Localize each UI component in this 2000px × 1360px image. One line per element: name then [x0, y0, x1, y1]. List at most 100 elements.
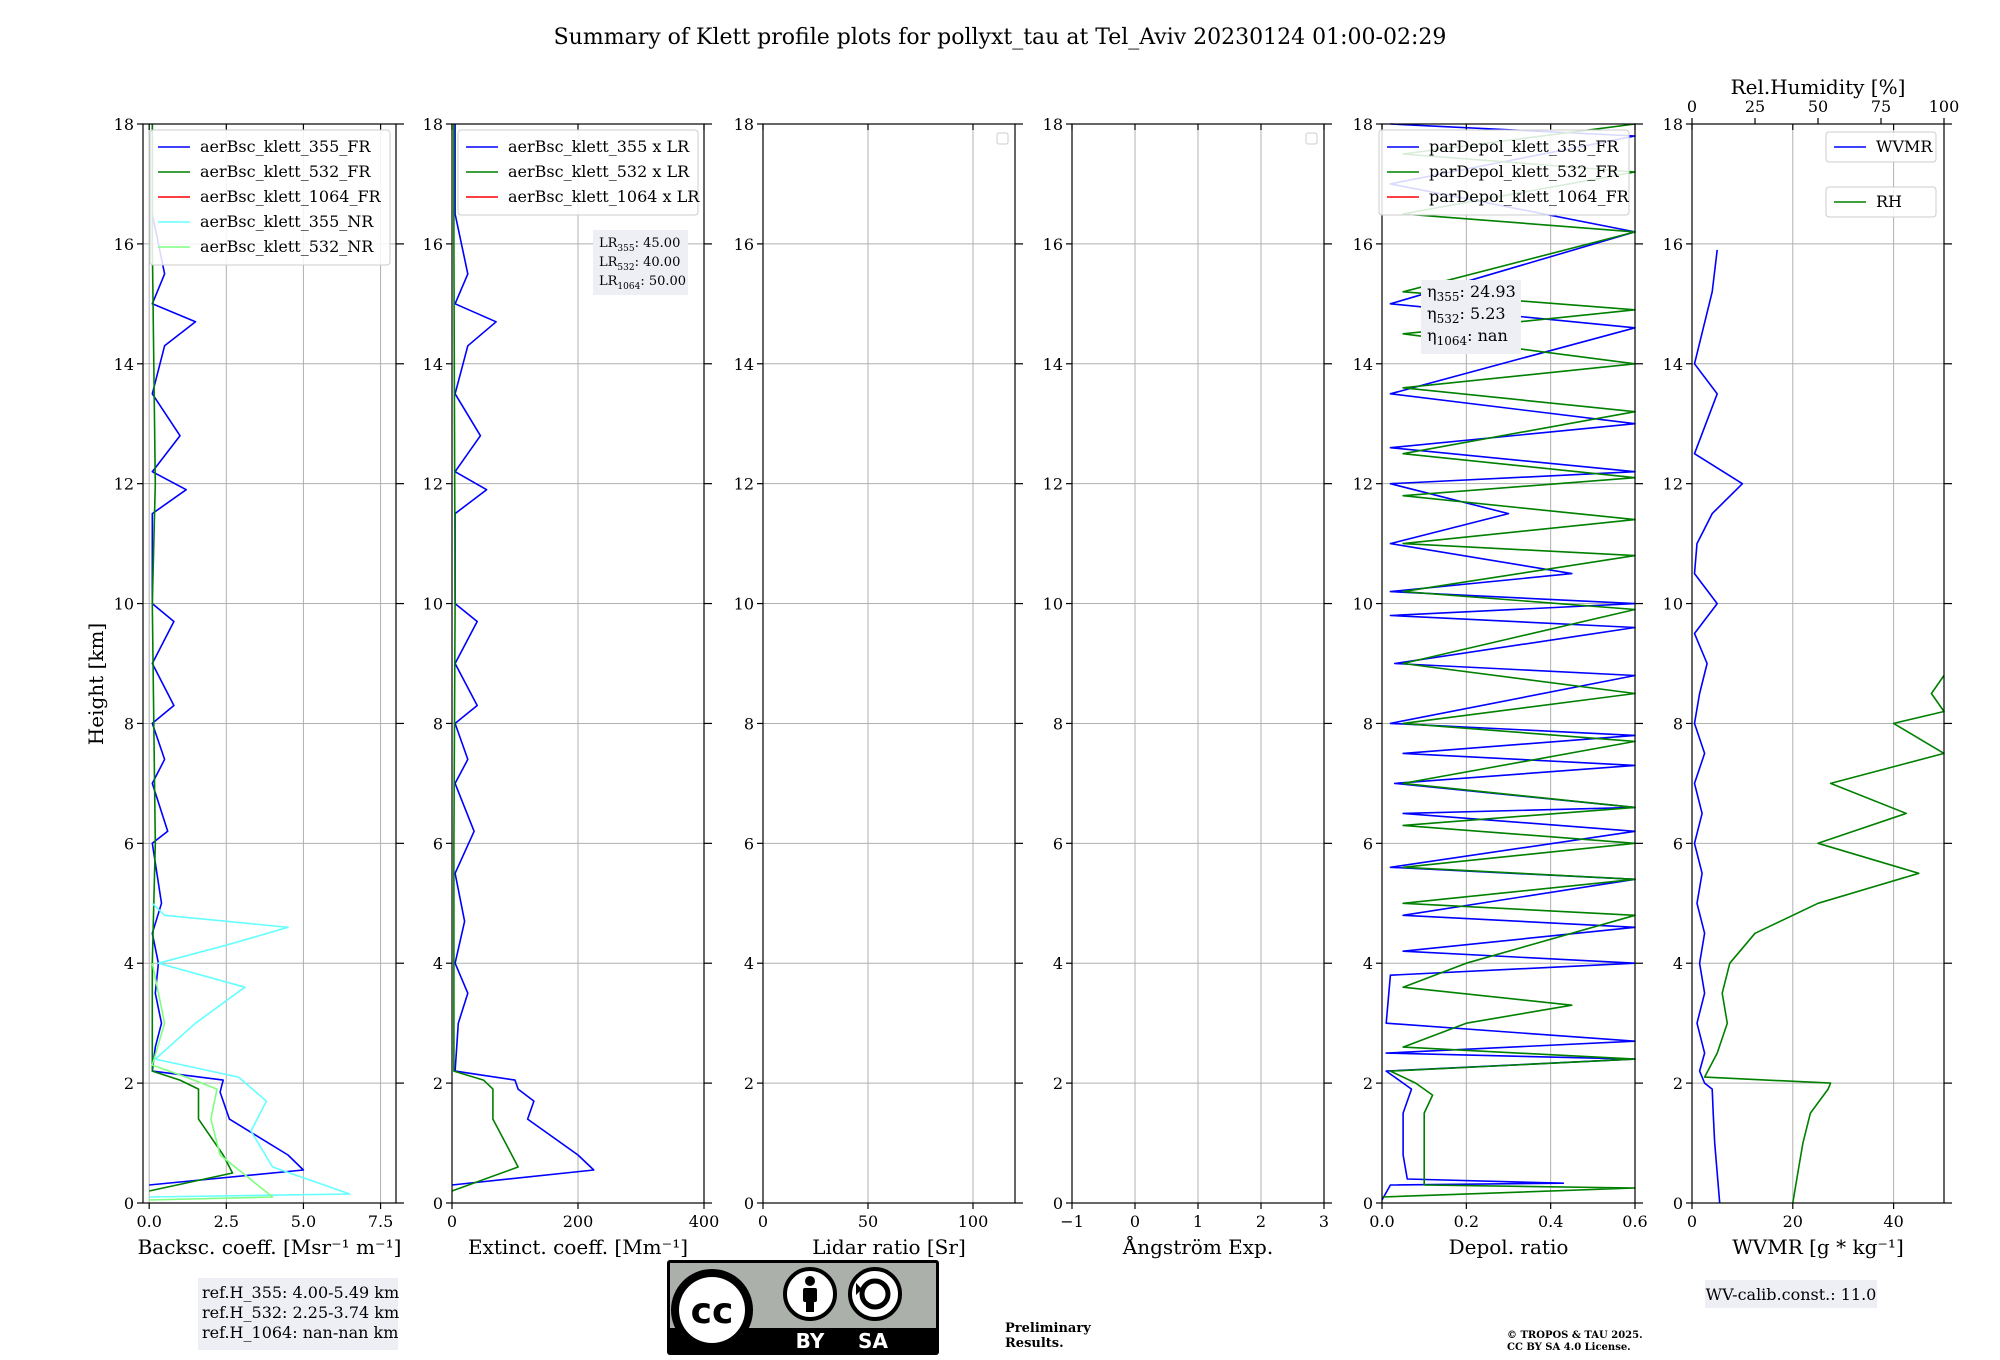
legend-entry: parDepol_klett_1064_FR: [1429, 187, 1630, 206]
y-tick-label: 16: [1663, 235, 1683, 254]
legend-box: [149, 129, 391, 266]
x-tick-label: 0.4: [1538, 1212, 1563, 1231]
ref-height-box: ref.H_355: 4.00-5.49 km ref.H_532: 2.25-…: [198, 1278, 399, 1350]
y-tick-label: 6: [1053, 834, 1063, 853]
legend-entry: aerBsc_klett_355_FR: [200, 137, 371, 156]
empty-legend-box: [996, 132, 1009, 145]
axes-frame: [762, 123, 1016, 1204]
panel-wv: 0 20 40 0 2 4 6 8 10 12 14 16 18 WVMR [g * kg⁻¹] 0 25 50…: [1663, 75, 1960, 1259]
y-tick-label: 2: [124, 1074, 134, 1093]
y-tick-label: 14: [114, 355, 134, 374]
y-tick-label: 12: [734, 475, 754, 494]
annotation-line: LR532: 40.00: [599, 255, 680, 273]
preliminary-line-2: Results.: [1005, 1336, 1064, 1351]
wv-calib-box: WV-calib.const.: 11.0: [1705, 1280, 1877, 1308]
y-tick-label: 12: [1043, 475, 1063, 494]
badge-by-label: BY: [796, 1329, 825, 1353]
empty-legend-box: [1305, 132, 1318, 145]
x-tick-label: 1: [1193, 1212, 1203, 1231]
series-line-aerBsc_klett_355 x LR: [451, 124, 595, 1186]
series-line-aerBsc_klett_355_NR: [149, 902, 351, 1198]
y-tick-label: 6: [433, 834, 443, 853]
annotation-line: η355: 24.93: [1427, 282, 1516, 304]
y-tick-label: 12: [114, 475, 134, 494]
y-tick-label: 10: [1663, 595, 1683, 614]
x-tick-label: 0: [1687, 1212, 1697, 1231]
legend-entry: aerBsc_klett_355 x LR: [508, 137, 690, 156]
x-axis-label: Depol. ratio: [1449, 1235, 1569, 1259]
x-tick-label: 0: [758, 1212, 768, 1231]
y-tick-label: 0: [1053, 1194, 1063, 1213]
legend-entry: aerBsc_klett_532_NR: [200, 237, 374, 256]
series-line-WVMR: [1693, 249, 1744, 1204]
x-axis-label: Ångström Exp.: [1122, 1234, 1273, 1259]
panel-extinction: 0 200 400 0 2 4 6 8 10 12 14 16 18 Extinct. coeff. [M…: [423, 115, 720, 1259]
copyright-line-2: CC BY SA 4.0 License.: [1507, 1342, 1631, 1353]
y-tick-label: 6: [744, 834, 754, 853]
ref-height-355: ref.H_355: 4.00-5.49 km: [202, 1283, 399, 1302]
y-tick-label: 2: [1673, 1074, 1683, 1093]
annotation-box: [1421, 280, 1521, 354]
y-tick-label: 14: [734, 355, 754, 374]
preliminary-line-1: Preliminary: [1005, 1321, 1091, 1336]
cc-license-badge: cc BY SA: [667, 1260, 939, 1355]
x2-tick-label: 75: [1871, 97, 1891, 116]
y-tick-label: 10: [423, 595, 443, 614]
x-tick-label: 0.0: [136, 1212, 161, 1231]
series-line-RH: [1703, 675, 1945, 1204]
y-tick-label: 8: [124, 714, 134, 733]
x-tick-label: 200: [563, 1212, 594, 1231]
y-tick-label: 18: [1663, 115, 1683, 134]
x-axis-label: WVMR [g * kg⁻¹]: [1732, 1235, 1904, 1259]
y-tick-label: 18: [1043, 115, 1063, 134]
y-tick-label: 6: [124, 834, 134, 853]
annotation-box: [593, 230, 688, 295]
y-tick-label: 8: [433, 714, 443, 733]
x-tick-label: −1: [1060, 1212, 1084, 1231]
x2-tick-label: 25: [1745, 97, 1765, 116]
y-axis-label: Height [km]: [84, 623, 108, 745]
y-tick-label: 14: [1043, 355, 1063, 374]
y-tick-label: 4: [1053, 954, 1063, 973]
y-tick-label: 2: [744, 1074, 754, 1093]
figure-title: Summary of Klett profile plots for polly…: [554, 25, 1447, 50]
x-axis-label: Extinct. coeff. [Mm⁻¹]: [468, 1235, 688, 1259]
y-tick-label: 2: [1363, 1074, 1373, 1093]
sa-share-icon: [848, 1267, 902, 1321]
x-tick-label: 100: [958, 1212, 989, 1231]
series-line-aerBsc_klett_532 x LR: [451, 124, 519, 1192]
annotation-line: LR355: 45.00: [599, 236, 680, 254]
x-tick-label: 0.0: [1369, 1212, 1394, 1231]
y-tick-label: 8: [1363, 714, 1373, 733]
legend-entry: aerBsc_klett_532_FR: [200, 162, 371, 181]
copyright-line-1: © TROPOS & TAU 2025.: [1507, 1330, 1643, 1341]
badge-sa-label: SA: [858, 1329, 888, 1353]
x-tick-label: 3: [1319, 1212, 1329, 1231]
x-tick-label: 0: [1130, 1212, 1140, 1231]
series-line-aerBsc_klett_355_FR: [149, 124, 305, 1186]
y-tick-label: 18: [734, 115, 754, 134]
x-axis-label: Backsc. coeff. [Msr⁻¹ m⁻¹]: [138, 1235, 402, 1259]
x-tick-label: 50: [858, 1212, 878, 1231]
y-tick-label: 16: [423, 235, 443, 254]
panel-depol: 0.0 0.2 0.4 0.6 0 2 4 6 8 10 12 14 16 18 Depol. ratio p…: [1353, 115, 1648, 1259]
y-tick-label: 8: [744, 714, 754, 733]
legend-entry: RH: [1876, 192, 1902, 211]
legend-entry: aerBsc_klett_355_NR: [200, 212, 374, 231]
x-axis-label: Lidar ratio [Sr]: [812, 1235, 966, 1259]
legend-box: [1378, 129, 1630, 216]
y-tick-label: 4: [1673, 954, 1683, 973]
legend-entry: WVMR: [1876, 137, 1933, 156]
annotation-line: η1064: nan: [1427, 326, 1508, 348]
annotation-line: LR1064: 50.00: [599, 274, 686, 292]
svg-text:cc: cc: [691, 1291, 734, 1332]
legend-entry: aerBsc_klett_1064_FR: [200, 187, 382, 206]
legend-box: [457, 129, 699, 216]
x-tick-label: 0.2: [1454, 1212, 1479, 1231]
ref-height-532: ref.H_532: 2.25-3.74 km: [202, 1303, 399, 1322]
x-tick-label: 400: [689, 1212, 720, 1231]
axes-frame: [1381, 123, 1636, 1204]
